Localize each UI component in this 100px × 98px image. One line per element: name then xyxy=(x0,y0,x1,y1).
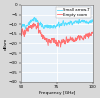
Empty room xyxy=(29,27,30,28)
Y-axis label: dBsm: dBsm xyxy=(4,37,8,50)
Empty room xyxy=(49,40,50,42)
Small arrow-T xyxy=(66,24,67,25)
Small arrow-T xyxy=(20,25,21,27)
Empty room xyxy=(92,33,93,34)
Legend: Small arrow-T, Empty room: Small arrow-T, Empty room xyxy=(56,7,91,18)
Empty room xyxy=(20,31,21,33)
Empty room xyxy=(72,39,74,40)
Small arrow-T xyxy=(92,21,93,22)
Small arrow-T xyxy=(72,23,74,24)
Line: Empty room: Empty room xyxy=(21,23,93,47)
Line: Small arrow-T: Small arrow-T xyxy=(21,17,93,29)
Empty room xyxy=(60,46,61,48)
Small arrow-T xyxy=(34,17,35,18)
Small arrow-T xyxy=(73,22,74,23)
X-axis label: Frequency [GHz]: Frequency [GHz] xyxy=(39,91,75,95)
Empty room xyxy=(44,37,45,39)
Small arrow-T xyxy=(25,29,26,30)
Small arrow-T xyxy=(29,24,30,25)
Empty room xyxy=(37,22,38,23)
Empty room xyxy=(73,39,74,40)
Small arrow-T xyxy=(49,26,50,27)
Empty room xyxy=(66,36,67,37)
Small arrow-T xyxy=(44,26,45,27)
